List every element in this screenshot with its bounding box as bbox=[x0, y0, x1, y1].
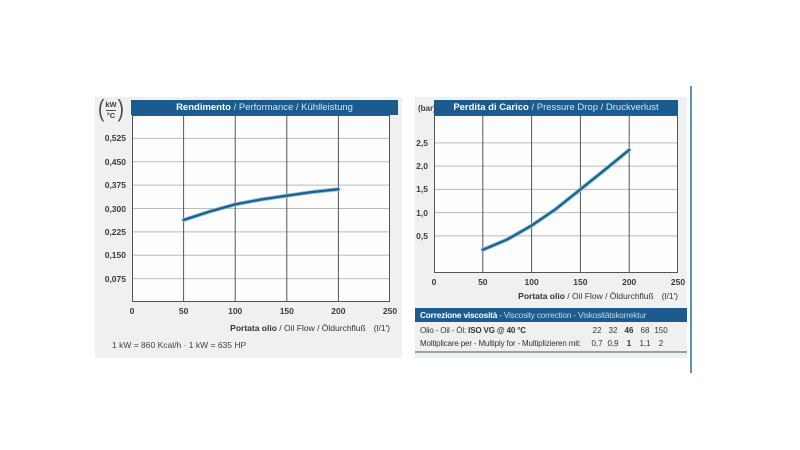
paren-open: ( bbox=[98, 96, 105, 123]
table-value: 150 bbox=[654, 326, 668, 335]
y-tick-label: 2,5 bbox=[416, 137, 428, 148]
pressure-drop-curve-svg bbox=[434, 115, 678, 273]
x-tick-label: 0 bbox=[129, 306, 135, 316]
pressure-drop-chart-panel: Perdita di Carico / Pressure Drop / Druc… bbox=[415, 97, 687, 358]
multiplier-label: Moltiplicare per - Multiply for - Multip… bbox=[420, 339, 581, 348]
table-value: 1,1 bbox=[639, 339, 651, 348]
y-tick-label: 0,450 bbox=[104, 156, 126, 167]
viscosity-grade-row: Olio - Oil - Öl: ISO VG @ 40 °C 22 32 46 68… bbox=[415, 324, 687, 337]
x-tick-label: 200 bbox=[331, 306, 346, 316]
x-tick-label: 150 bbox=[279, 306, 294, 316]
xlabel-unit: (l/1') bbox=[373, 323, 390, 333]
pressure-drop-chart-title: Perdita di Carico / Pressure Drop / Druc… bbox=[434, 100, 678, 115]
title-bold: Rendimento bbox=[176, 102, 231, 113]
unit-conversion-footnote: 1 kW = 860 Kcal/h · 1 kW = 635 HP bbox=[112, 340, 247, 350]
fraction-denominator: °C bbox=[105, 109, 117, 120]
y-tick-label: 0,375 bbox=[104, 180, 126, 191]
table-value: 1 bbox=[626, 339, 632, 348]
y-tick-label: 0,075 bbox=[104, 273, 126, 284]
table-value: 0,9 bbox=[607, 339, 619, 348]
y-tick-label: 0,5 bbox=[416, 230, 428, 241]
y-tick-label: 0,225 bbox=[104, 226, 126, 237]
y-axis-unit-bar: (bar) bbox=[418, 104, 436, 113]
viscosity-grade-values: 22 32 46 68 150 bbox=[589, 324, 669, 337]
x-tick-label: 0 bbox=[431, 277, 437, 287]
pressure-drop-plot-area: 2,5 2,0 1,5 1,0 0,5 0 50 100 150 200 250 bbox=[416, 115, 685, 287]
performance-curve-svg bbox=[132, 115, 390, 302]
y-tick-label: 1,5 bbox=[416, 184, 428, 195]
x-tick-label: 200 bbox=[622, 277, 637, 287]
visc-header-rest: - Viscosity correction - Viskositätskorr… bbox=[497, 310, 647, 320]
title-rest: / Performance / Kühlleistung bbox=[230, 102, 353, 113]
viscosity-correction-header: Correzione viscosità - Viscosity correct… bbox=[415, 308, 687, 322]
x-tick-label: 50 bbox=[178, 306, 189, 316]
fraction-numerator: kW bbox=[105, 100, 117, 110]
x-tick-label: 250 bbox=[382, 306, 398, 316]
y-tick-label: 0,150 bbox=[104, 250, 126, 261]
performance-chart-panel: Rendimento / Performance / Kühlleistung … bbox=[95, 96, 402, 358]
multiplier-row: Moltiplicare per - Multiply for - Multip… bbox=[415, 337, 687, 350]
xlabel-bold: Portata olio bbox=[230, 323, 277, 333]
performance-plot-area: 0,525 0,450 0,375 0,300 0,225 0,150 0,075 0 50 10… bbox=[105, 115, 397, 316]
xlabel-rest: / Oil Flow / Öldurchfluß bbox=[564, 291, 654, 301]
table-value: 46 bbox=[624, 326, 634, 335]
x-tick-label: 250 bbox=[670, 277, 686, 287]
pressure-drop-x-axis-label: Portata olio / Oil Flow / Öldurchfluß (l/… bbox=[434, 291, 678, 301]
paren-close: ) bbox=[117, 96, 124, 123]
visc-header-bold: Correzione viscosità bbox=[420, 310, 498, 320]
kw-per-degc-fraction: kW °C bbox=[105, 100, 116, 120]
table-value: 0,7 bbox=[591, 339, 603, 348]
performance-x-axis-label: Portata olio / Oil Flow / Öldurchfluß (l/… bbox=[132, 323, 390, 333]
x-tick-label: 50 bbox=[478, 277, 488, 287]
title-rest: / Pressure Drop / Druckverlust bbox=[528, 102, 659, 113]
page-edge-rule bbox=[690, 86, 692, 373]
xlabel-bold: Portata olio bbox=[518, 291, 565, 301]
y-axis-unit-kw-per-degc: ( kW °C ) bbox=[98, 96, 124, 123]
table-bottom-rule bbox=[415, 351, 687, 353]
xlabel-unit: (l/1') bbox=[661, 291, 678, 301]
y-tick-label: 1,0 bbox=[416, 207, 428, 218]
performance-chart-title: Rendimento / Performance / Kühlleistung bbox=[131, 100, 398, 115]
xlabel-rest: / Oil Flow / Öldurchfluß bbox=[276, 323, 366, 333]
y-tick-label: 2,0 bbox=[416, 161, 428, 172]
x-tick-label: 100 bbox=[228, 306, 243, 316]
multiplier-values: 0,7 0,9 1 1,1 2 bbox=[589, 337, 669, 350]
x-tick-label: 100 bbox=[524, 277, 539, 287]
viscosity-grade-label: Olio - Oil - Öl: ISO VG @ 40 °C bbox=[420, 326, 526, 335]
table-value: 22 bbox=[592, 326, 602, 335]
x-tick-label: 150 bbox=[573, 277, 588, 287]
y-tick-label: 0,525 bbox=[104, 133, 126, 144]
y-tick-label: 0,300 bbox=[104, 203, 126, 214]
table-value: 2 bbox=[658, 339, 664, 348]
table-value: 32 bbox=[608, 326, 618, 335]
title-bold: Perdita di Carico bbox=[453, 102, 529, 113]
table-value: 68 bbox=[640, 326, 650, 335]
